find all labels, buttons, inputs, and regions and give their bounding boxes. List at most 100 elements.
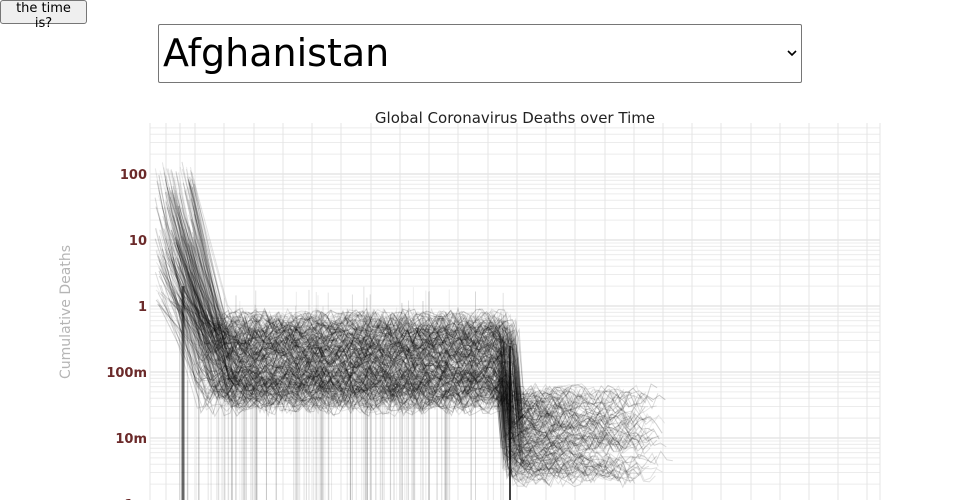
series-line bbox=[182, 289, 627, 422]
series-line bbox=[177, 212, 539, 421]
series-line bbox=[193, 213, 609, 471]
series-line bbox=[161, 247, 625, 409]
series-line bbox=[188, 305, 526, 432]
series-line bbox=[173, 177, 559, 465]
series-line bbox=[172, 192, 534, 448]
series-line bbox=[176, 257, 622, 474]
series-line bbox=[180, 304, 620, 481]
series-line bbox=[170, 300, 658, 404]
series-line bbox=[173, 286, 667, 451]
series-line bbox=[170, 238, 640, 457]
series-line bbox=[189, 294, 545, 477]
series-line bbox=[163, 228, 519, 431]
series-line bbox=[175, 272, 561, 433]
series-line bbox=[171, 227, 653, 445]
country-select[interactable]: Afghanistan bbox=[158, 24, 802, 83]
series-line bbox=[178, 172, 521, 462]
series-line bbox=[158, 275, 646, 424]
series-line bbox=[160, 284, 636, 489]
series-line bbox=[158, 182, 538, 415]
series-line bbox=[162, 272, 560, 415]
series-line bbox=[170, 191, 574, 405]
series-line bbox=[156, 298, 608, 452]
series-line bbox=[187, 278, 651, 452]
series-line bbox=[154, 238, 510, 439]
series-line bbox=[157, 292, 507, 448]
series-line bbox=[181, 161, 531, 431]
series-line bbox=[175, 236, 663, 437]
series-line bbox=[182, 234, 532, 464]
series-line bbox=[173, 194, 643, 416]
series-line bbox=[165, 201, 647, 411]
series-line bbox=[190, 271, 642, 482]
series-line bbox=[192, 239, 631, 484]
series-line bbox=[183, 263, 587, 449]
series-line bbox=[185, 217, 631, 438]
series-line bbox=[187, 186, 639, 428]
chart-grid bbox=[149, 123, 881, 500]
series-line bbox=[158, 304, 658, 468]
series-line bbox=[185, 274, 630, 446]
series-line bbox=[156, 180, 650, 451]
series-line bbox=[173, 175, 589, 438]
series-line bbox=[159, 218, 520, 458]
series-line bbox=[167, 297, 637, 433]
series-line bbox=[183, 274, 629, 468]
series-line bbox=[186, 299, 656, 485]
series-line bbox=[155, 299, 655, 435]
series-line bbox=[161, 162, 571, 460]
series-line bbox=[161, 206, 528, 403]
series-line bbox=[171, 247, 563, 470]
series-line bbox=[171, 171, 527, 426]
series-line bbox=[180, 254, 560, 441]
series-line bbox=[172, 185, 552, 464]
series-line bbox=[191, 186, 553, 478]
series-line bbox=[156, 255, 644, 445]
series-line bbox=[194, 214, 646, 476]
series-line bbox=[169, 169, 597, 438]
time-button[interactable]: the time is? bbox=[0, 0, 87, 31]
series-line bbox=[158, 270, 532, 463]
series-line bbox=[176, 217, 646, 460]
series-line bbox=[190, 283, 653, 454]
series-line bbox=[186, 243, 638, 470]
chevron-down-icon bbox=[787, 50, 797, 57]
series-line bbox=[163, 206, 663, 484]
series-line bbox=[180, 257, 548, 457]
series-line bbox=[178, 205, 648, 425]
series-line bbox=[189, 176, 587, 468]
series-line bbox=[155, 262, 643, 406]
series-line bbox=[162, 216, 530, 407]
series-line bbox=[183, 295, 635, 488]
series-line bbox=[193, 205, 524, 487]
series-line bbox=[154, 197, 588, 471]
y-tick-label: 10 bbox=[129, 234, 147, 249]
series-line bbox=[158, 189, 562, 460]
series-line bbox=[165, 238, 509, 465]
series-line bbox=[186, 176, 572, 467]
series-line bbox=[181, 236, 567, 419]
series-line bbox=[176, 244, 592, 438]
series-line bbox=[158, 267, 525, 416]
series-line bbox=[180, 271, 566, 460]
chart: Global Coronavirus Deaths over Time 1001… bbox=[58, 109, 881, 500]
y-tick-label: 100m bbox=[106, 366, 147, 381]
series-line bbox=[176, 175, 502, 351]
series-line bbox=[168, 248, 548, 481]
series-line bbox=[167, 292, 510, 414]
series-line bbox=[191, 228, 529, 474]
series-line bbox=[167, 257, 529, 413]
series-line bbox=[186, 289, 578, 426]
series-line bbox=[191, 171, 601, 403]
series-line bbox=[155, 206, 505, 354]
y-tick-label: 1m bbox=[124, 498, 147, 500]
y-axis-ticks: 100 10 1 100m 10m 1m bbox=[106, 168, 147, 500]
series-line bbox=[175, 241, 615, 420]
series-line bbox=[165, 175, 659, 414]
series-line bbox=[165, 222, 581, 405]
series-line bbox=[189, 253, 629, 478]
series-line bbox=[158, 260, 544, 440]
series-line bbox=[169, 206, 584, 419]
series-line bbox=[174, 192, 572, 442]
series-line bbox=[179, 265, 613, 452]
